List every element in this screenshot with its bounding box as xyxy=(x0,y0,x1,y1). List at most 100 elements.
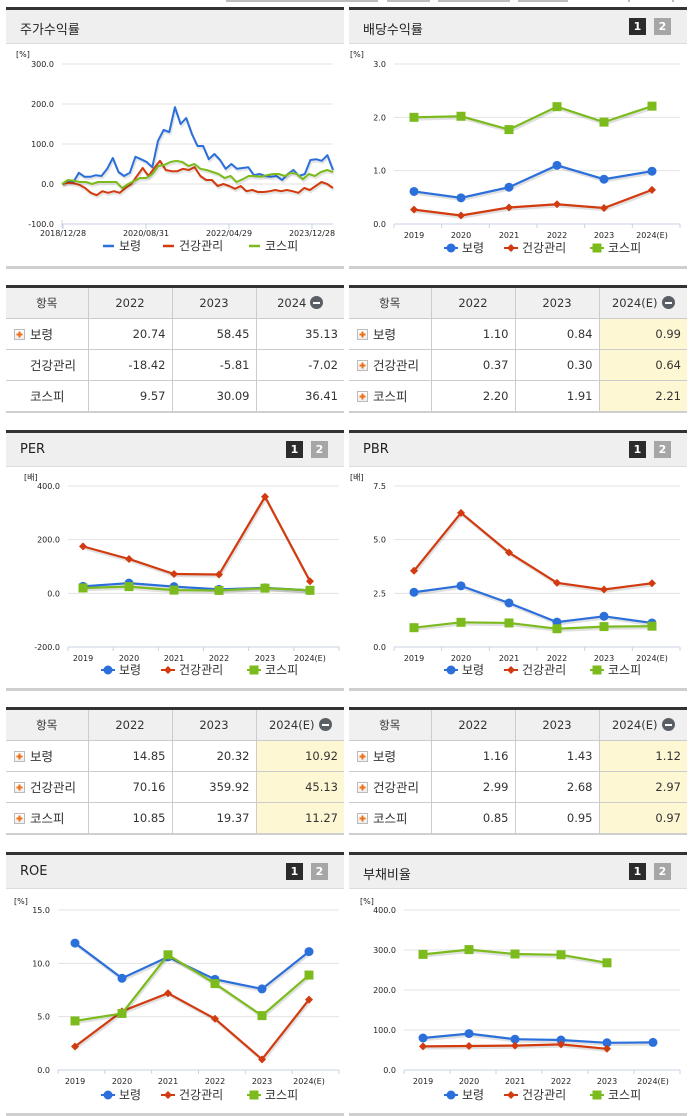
column-header: 2024(E) xyxy=(599,288,687,319)
table-row: 보령 14.85 20.32 10.92 xyxy=(6,740,344,772)
chart-legend: 보령 건강관리 코스피 xyxy=(103,239,298,253)
svg-text:2021: 2021 xyxy=(499,654,519,663)
row-label: 보령 xyxy=(6,318,89,350)
legend-item: 보령 xyxy=(462,1088,484,1102)
row-label: 보령 xyxy=(6,740,89,772)
table-cell: 1.12 xyxy=(599,740,687,772)
page-2-button[interactable]: 2 xyxy=(311,863,328,880)
expand-icon[interactable] xyxy=(357,391,368,403)
table-row: 건강관리 -18.42 -5.81 -7.02 xyxy=(6,349,344,381)
legend-item: 코스피 xyxy=(265,663,298,677)
page-1-button[interactable]: 1 xyxy=(629,18,646,35)
svg-text:2024(E): 2024(E) xyxy=(636,654,668,663)
svg-text:2024(E): 2024(E) xyxy=(637,1077,669,1086)
table-cell: 1.10 xyxy=(431,318,516,350)
legend-item: 건강관리 xyxy=(522,663,566,677)
table-cell: 20.32 xyxy=(172,740,257,772)
svg-text:-200.0: -200.0 xyxy=(34,643,60,652)
svg-text:10.0: 10.0 xyxy=(32,959,50,968)
expand-icon[interactable] xyxy=(357,813,368,825)
svg-text:2023: 2023 xyxy=(252,1077,272,1086)
collapse-icon[interactable] xyxy=(661,717,675,731)
page-1-button[interactable]: 1 xyxy=(629,863,646,880)
top-tab-strip xyxy=(0,0,691,6)
page-2-button[interactable]: 2 xyxy=(654,18,671,35)
page-1-button[interactable]: 1 xyxy=(629,441,646,458)
svg-text:2020: 2020 xyxy=(112,1077,132,1086)
panel-title: 배당수익률 xyxy=(363,23,423,38)
stock-return-panel: 주가수익률 [%] 300.0 200.0 100.0 0.0 -100.0 2018/12… xyxy=(6,7,344,269)
legend-item: 보령 xyxy=(119,1088,141,1102)
svg-text:2023: 2023 xyxy=(594,654,614,663)
page-2-button[interactable]: 2 xyxy=(654,863,671,880)
svg-text:-100.0: -100.0 xyxy=(28,220,54,229)
chart-legend: 보령 건강관리 코스피 xyxy=(101,663,298,677)
svg-text:2019: 2019 xyxy=(404,231,424,240)
chart-legend: 보령 건강관리 코스피 xyxy=(444,663,641,677)
legend-item: 보령 xyxy=(462,663,484,677)
legend-item: 보령 xyxy=(119,239,141,253)
chart-pager: 1 2 xyxy=(629,863,671,880)
svg-text:100.0: 100.0 xyxy=(373,1026,396,1035)
legend-item: 코스피 xyxy=(608,663,641,677)
svg-text:[%]: [%] xyxy=(360,897,374,906)
svg-text:400.0: 400.0 xyxy=(373,906,396,915)
column-header: 항목 xyxy=(349,288,432,319)
svg-text:200.0: 200.0 xyxy=(37,536,60,545)
table-header-row: 항목 2022 2023 2024(E) xyxy=(349,710,687,741)
roe-chart: [%] 15.0 10.0 5.0 0.0 2019 2020 2021 2022 2023 202… xyxy=(6,889,344,1113)
expand-icon[interactable] xyxy=(14,813,25,825)
chart-legend: 보령 건강관리 코스피 xyxy=(444,241,641,255)
top-tab xyxy=(672,0,674,2)
chart-pager: 1 2 xyxy=(286,863,328,880)
table-row: 보령 20.74 58.45 35.13 xyxy=(6,318,344,350)
page-2-button[interactable]: 2 xyxy=(311,441,328,458)
collapse-icon[interactable] xyxy=(310,295,324,309)
expand-icon[interactable] xyxy=(14,751,25,762)
table-row: 코스피 0.85 0.95 0.97 xyxy=(349,802,687,833)
expand-icon[interactable] xyxy=(357,360,368,371)
page-1-button[interactable]: 1 xyxy=(286,441,303,458)
top-tab[interactable] xyxy=(518,0,568,2)
svg-text:0.0: 0.0 xyxy=(383,1066,396,1075)
svg-text:2019: 2019 xyxy=(73,654,93,663)
svg-text:2019: 2019 xyxy=(413,1077,433,1086)
table-cell: 10.92 xyxy=(256,740,344,772)
svg-text:[배]: [배] xyxy=(350,473,364,482)
top-tab[interactable] xyxy=(387,0,430,2)
table-cell: 14.85 xyxy=(88,740,173,772)
legend-item: 코스피 xyxy=(265,239,298,253)
table-cell: 0.30 xyxy=(515,349,600,381)
table-cell: 70.16 xyxy=(88,771,173,803)
svg-text:2019: 2019 xyxy=(65,1077,85,1086)
expand-icon[interactable] xyxy=(357,782,368,793)
table-cell: -7.02 xyxy=(256,349,344,381)
row-label: 건강관리 xyxy=(349,771,432,803)
collapse-icon[interactable] xyxy=(318,717,332,731)
table-cell: 0.84 xyxy=(515,318,600,350)
table-cell: 2.97 xyxy=(599,771,687,803)
legend-item: 건강관리 xyxy=(179,239,223,253)
expand-icon[interactable] xyxy=(357,751,368,762)
svg-text:5.0: 5.0 xyxy=(373,536,386,545)
page-2-button[interactable]: 2 xyxy=(654,441,671,458)
svg-text:0.0: 0.0 xyxy=(373,220,386,229)
expand-icon[interactable] xyxy=(357,329,368,340)
top-tab[interactable] xyxy=(226,0,378,2)
svg-text:2020: 2020 xyxy=(459,1077,479,1086)
page-1-button[interactable]: 1 xyxy=(286,863,303,880)
svg-text:7.5: 7.5 xyxy=(373,482,386,491)
top-tab[interactable] xyxy=(438,0,510,2)
chart-legend: 보령 건강관리 코스피 xyxy=(444,1088,641,1102)
chart-pager: 1 2 xyxy=(286,441,328,458)
table-cell: 36.41 xyxy=(305,388,338,403)
table-cell: 359.92 xyxy=(172,771,257,803)
expand-icon[interactable] xyxy=(14,329,25,340)
svg-text:400.0: 400.0 xyxy=(37,482,60,491)
collapse-icon[interactable] xyxy=(661,295,675,309)
table-header-row: 항목 2022 2023 2024(E) xyxy=(6,710,344,741)
svg-text:2024(E): 2024(E) xyxy=(294,654,326,663)
expand-icon[interactable] xyxy=(14,782,25,793)
svg-text:0.0: 0.0 xyxy=(47,589,60,598)
legend-item: 코스피 xyxy=(608,1088,641,1102)
